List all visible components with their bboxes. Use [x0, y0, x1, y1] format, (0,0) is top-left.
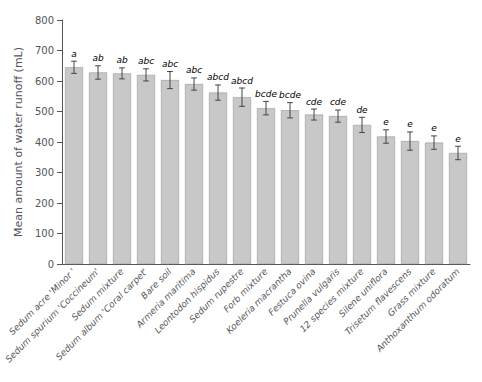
svg-text:400: 400 [35, 137, 54, 148]
svg-text:Anthoxanthum odoratum: Anthoxanthum odoratum [374, 266, 462, 354]
svg-text:e: e [383, 117, 389, 127]
svg-text:cde: cde [306, 97, 323, 107]
svg-text:abcd: abcd [231, 76, 253, 86]
svg-text:Bare soil: Bare soil [138, 266, 174, 302]
svg-text:cde: cde [330, 97, 347, 107]
svg-text:Sedum spurium 'Coccineum': Sedum spurium 'Coccineum' [4, 266, 102, 364]
svg-text:Sedum rupestre: Sedum rupestre [187, 266, 246, 325]
svg-text:Trisetum flavescens: Trisetum flavescens [343, 266, 414, 337]
svg-text:0: 0 [48, 259, 54, 270]
svg-text:Sedum album 'Coral carpet': Sedum album 'Coral carpet' [54, 266, 150, 362]
svg-text:bcde: bcde [279, 90, 301, 100]
svg-text:ab: ab [92, 53, 104, 63]
svg-text:Grass mixture: Grass mixture [385, 266, 438, 319]
svg-text:100: 100 [35, 228, 54, 239]
svg-text:e: e [455, 134, 461, 144]
svg-text:ab: ab [116, 55, 128, 65]
svg-text:300: 300 [35, 167, 54, 178]
svg-text:Silene uniflora: Silene uniflora [336, 266, 390, 320]
svg-text:abcd: abcd [207, 72, 229, 82]
svg-text:a: a [71, 49, 77, 59]
svg-text:abc: abc [138, 56, 154, 66]
svg-text:Mean amount of water runoff (m: Mean amount of water runoff (mL) [12, 47, 25, 237]
svg-text:de: de [356, 105, 368, 115]
svg-text:Armeria maritima: Armeria maritima [134, 266, 198, 330]
svg-text:Festuca ovina: Festuca ovina [266, 266, 318, 318]
svg-text:e: e [407, 119, 413, 129]
svg-text:Koeleria macrantha: Koeleria macrantha [224, 266, 294, 336]
svg-text:800: 800 [35, 15, 54, 26]
svg-text:Forb mixture: Forb mixture [221, 266, 270, 315]
svg-text:bcde: bcde [255, 89, 277, 99]
svg-text:Leontodon hispidus: Leontodon hispidus [152, 266, 222, 336]
svg-text:12 species mixture: 12 species mixture [297, 266, 366, 335]
svg-text:700: 700 [35, 45, 54, 56]
svg-text:Prunella vulgaris: Prunella vulgaris [281, 266, 342, 327]
svg-text:Sedum mixture: Sedum mixture [69, 266, 126, 323]
svg-text:200: 200 [35, 198, 54, 209]
svg-text:500: 500 [35, 106, 54, 117]
svg-text:abc: abc [186, 65, 202, 75]
svg-text:e: e [431, 123, 437, 133]
svg-text:600: 600 [35, 76, 54, 87]
svg-text:abc: abc [162, 59, 178, 69]
svg-text:Sedum acre 'Minor ': Sedum acre 'Minor ' [7, 266, 78, 337]
